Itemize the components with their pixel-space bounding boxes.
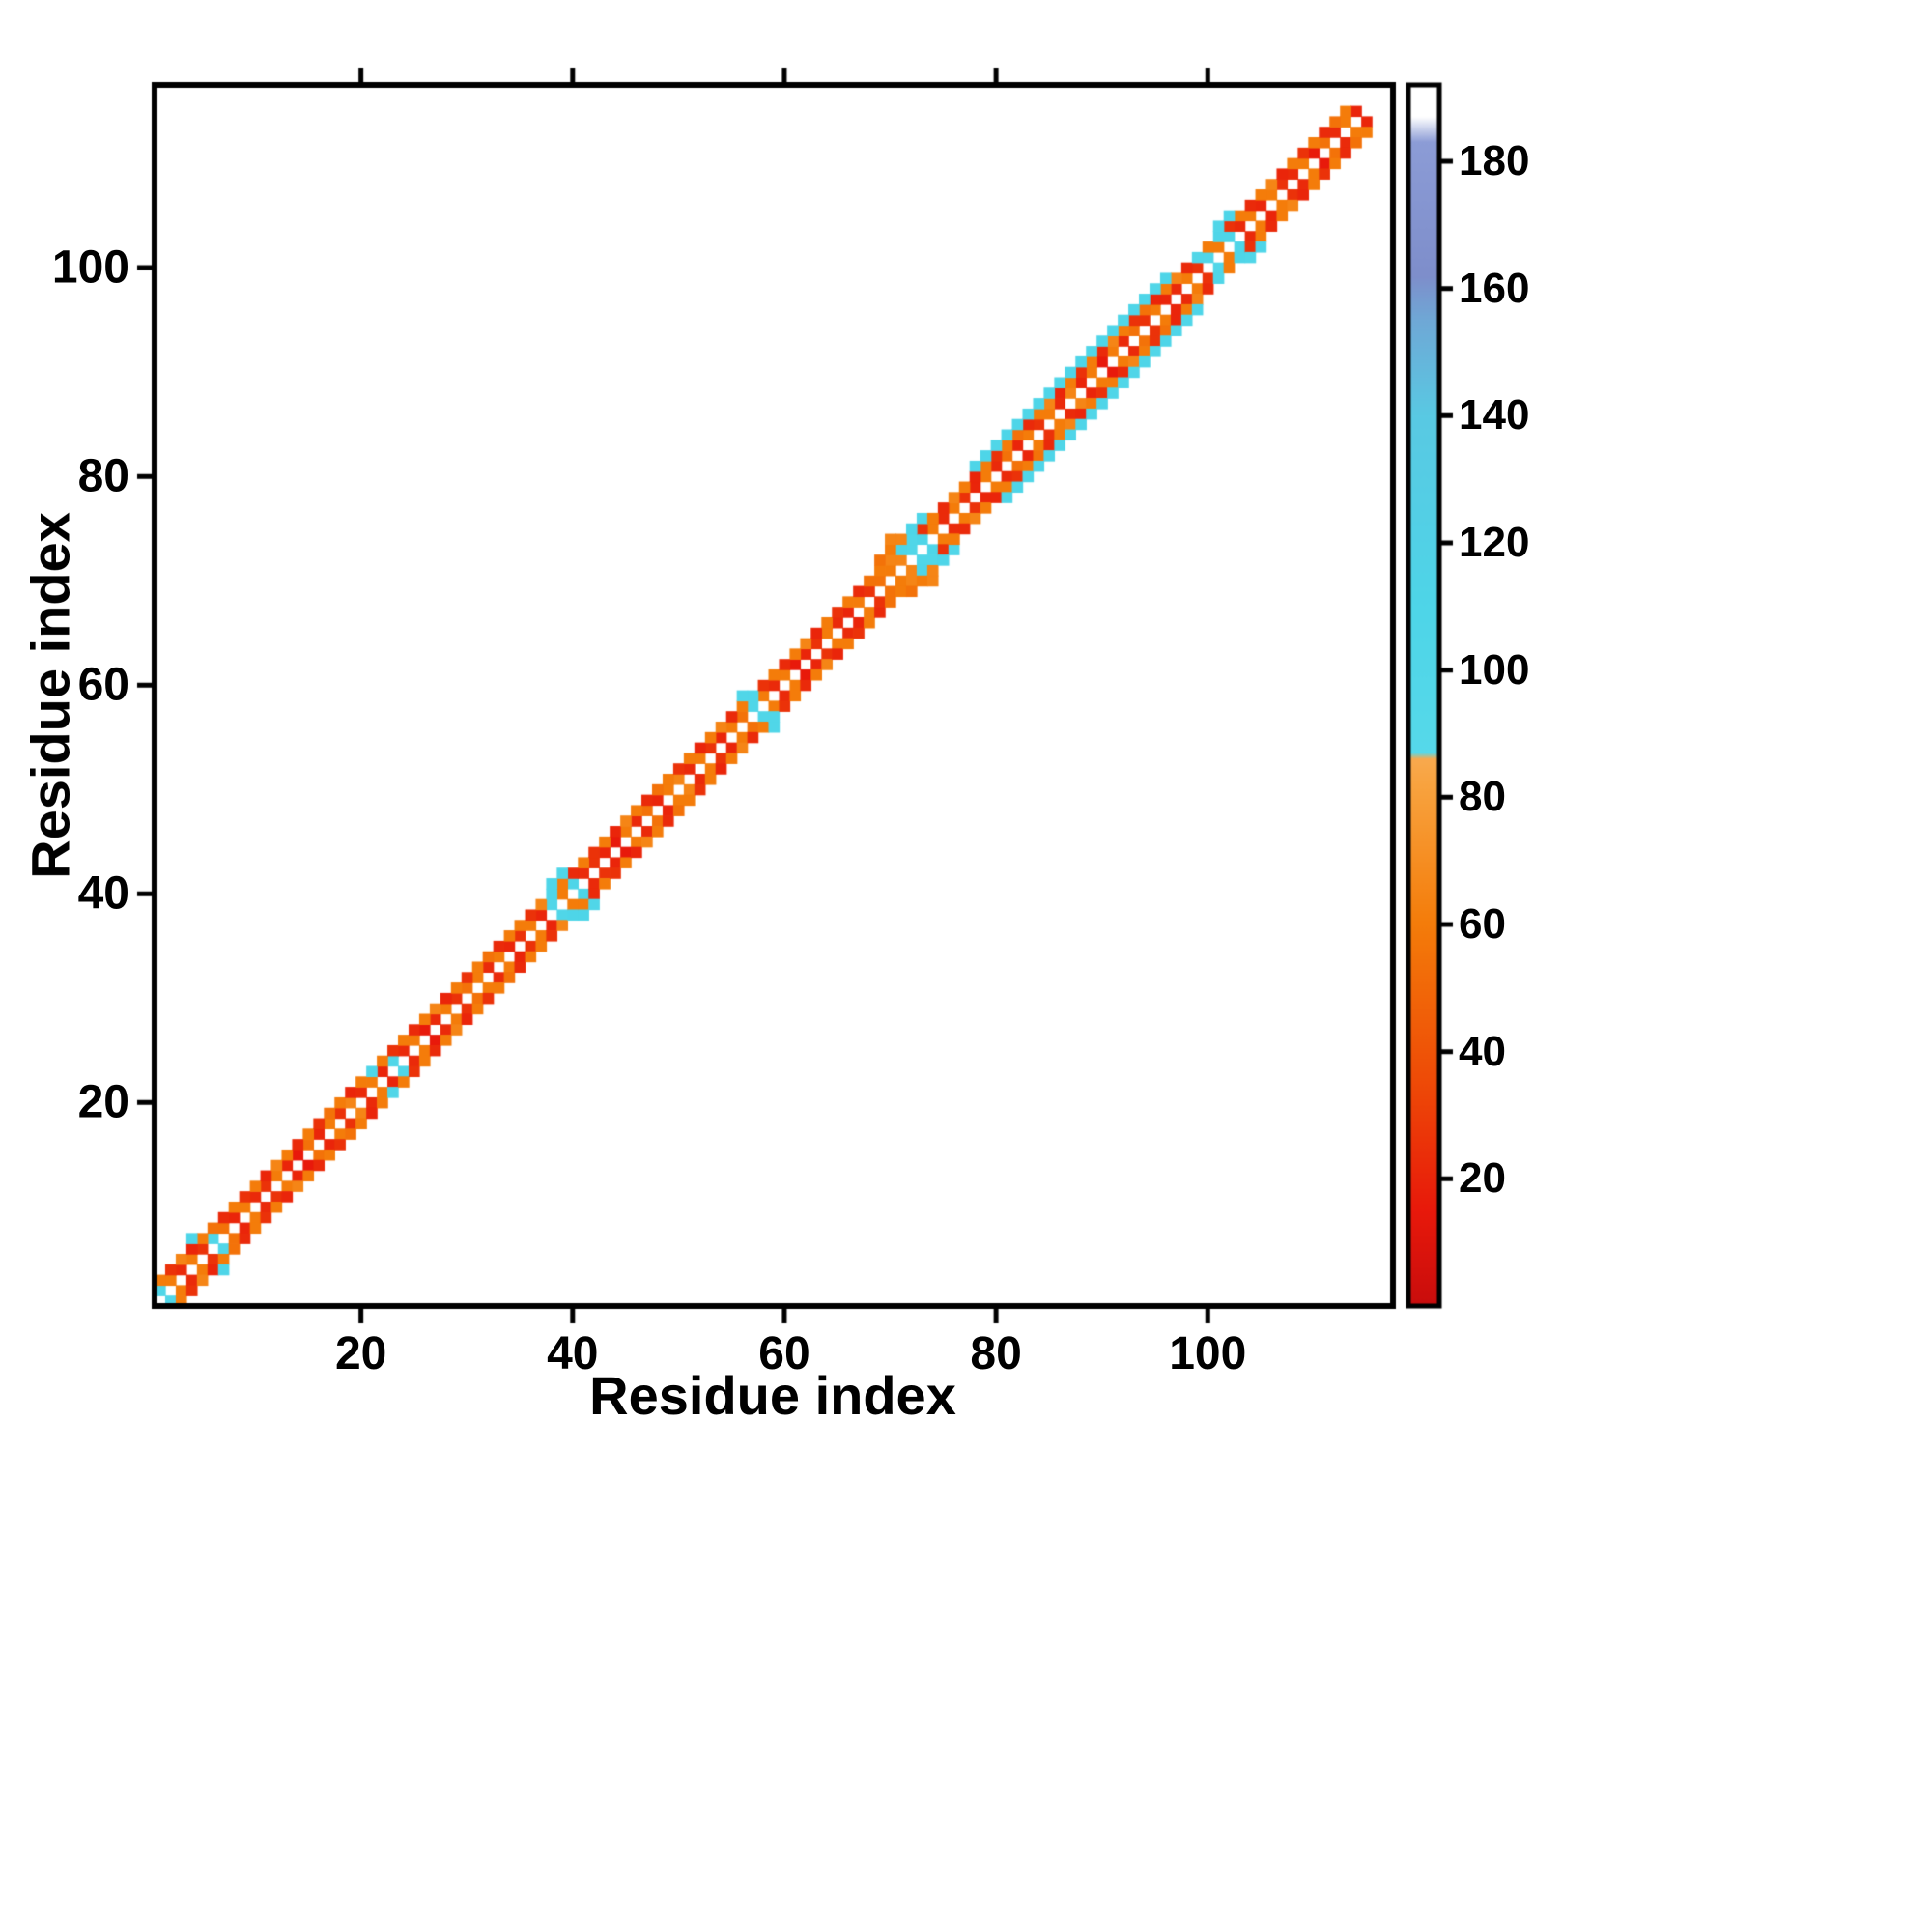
colorbar-tick-label: 40 [1459,1027,1506,1075]
colorbar-tick-label: 80 [1459,773,1506,821]
colorbar-tick-label: 180 [1459,137,1530,185]
x-tick-label: 100 [1169,1328,1247,1379]
colorbar-tick-label: 20 [1459,1154,1506,1203]
x-tick-label: 20 [334,1328,387,1379]
x-tick-label: 60 [758,1328,810,1379]
colorbar-tick-label: 160 [1459,264,1530,312]
y-tick-label: 80 [77,450,129,502]
y-tick-label: 20 [77,1076,129,1128]
colorbar-tick-label: 60 [1459,900,1506,948]
y-tick-label: 40 [77,867,129,920]
colorbar-tick-label: 100 [1459,645,1530,694]
x-axis-label: Residue index [589,1365,956,1426]
colorbar-tick-label: 140 [1459,391,1530,440]
x-tick-label: 40 [547,1328,599,1379]
y-axis-label: Residue index [19,512,81,879]
colorbar-tick-label: 120 [1459,519,1530,566]
y-tick-label: 100 [51,242,129,294]
x-tick-label: 80 [970,1328,1022,1379]
y-tick-label: 60 [77,659,129,711]
